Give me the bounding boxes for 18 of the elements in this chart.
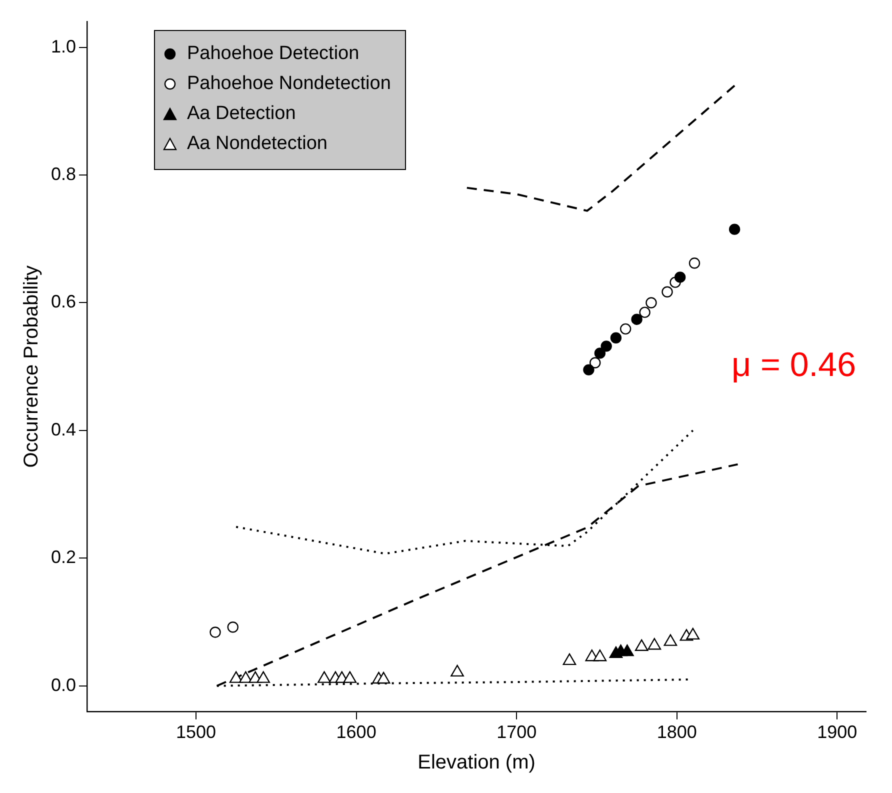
y-tick-label: 0.8 — [50, 164, 76, 184]
annotation: μ = 0.46 — [731, 346, 856, 384]
x-tick-label: 1900 — [817, 722, 858, 742]
legend-label: Pahoehoe Nondetection — [187, 73, 391, 95]
y-tick-label: 0.6 — [50, 292, 76, 312]
y-axis-title: Occurrence Probability — [20, 265, 43, 468]
y-tick-label: 0.4 — [50, 419, 76, 440]
legend-label: Aa Nondetection — [187, 133, 328, 155]
legend-label: Aa Detection — [187, 103, 296, 125]
y-tick-label: 0.0 — [50, 674, 76, 695]
y-tick-label: 0.2 — [50, 547, 76, 568]
x-tick-label: 1700 — [496, 722, 537, 742]
x-axis-title: Elevation (m) — [418, 752, 536, 774]
x-tick-label: 1600 — [336, 722, 376, 742]
legend-label: Pahoehoe Detection — [187, 43, 360, 65]
x-tick-label: 1800 — [656, 722, 697, 742]
x-tick-label: 1500 — [176, 722, 216, 742]
y-tick-label: 1.0 — [50, 36, 76, 56]
